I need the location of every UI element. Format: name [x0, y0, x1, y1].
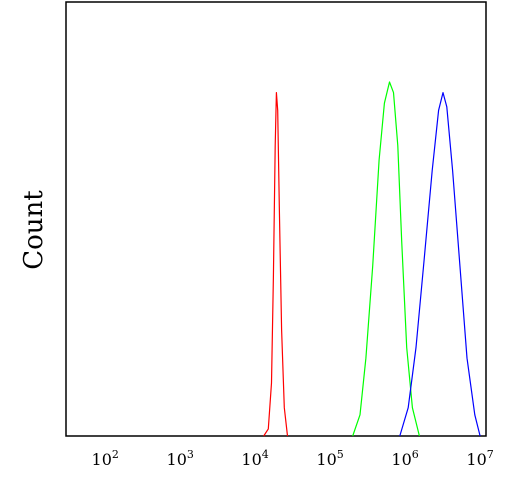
y-axis-label: Count: [19, 190, 49, 270]
series-layer: [263, 81, 481, 437]
x-tick-label-5: 106: [391, 448, 418, 469]
x-tick-label-6: 107: [466, 448, 493, 469]
x-tick-label-2: 103: [167, 448, 194, 469]
histogram-series-2: [352, 81, 420, 437]
plot-frame: [65, 1, 487, 437]
x-tick-label-1: 102: [92, 448, 119, 469]
x-tick-label-3: 104: [241, 448, 268, 469]
x-tick-label-4: 105: [316, 448, 343, 469]
histogram-series-3: [399, 91, 481, 437]
x-tick-labels: 102 103 104 105 106 107: [92, 448, 494, 469]
histogram-series-1: [263, 91, 289, 437]
